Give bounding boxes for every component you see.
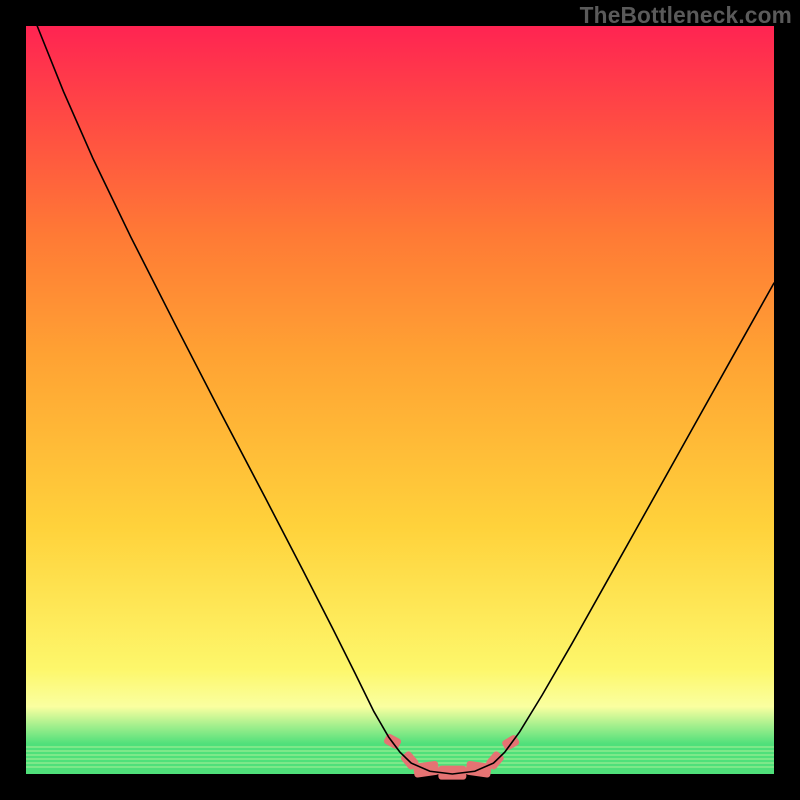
gradient-background xyxy=(26,26,774,774)
green-band xyxy=(26,745,774,770)
watermark-text: TheBottleneck.com xyxy=(580,2,792,29)
bottleneck-chart xyxy=(0,0,800,800)
chart-stage: TheBottleneck.com xyxy=(0,0,800,800)
